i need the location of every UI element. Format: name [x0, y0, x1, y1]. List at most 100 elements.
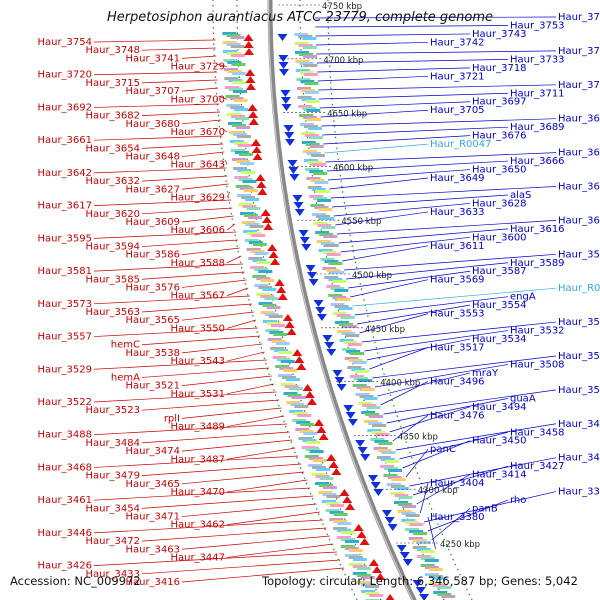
right-gene-label: Haur_3711	[510, 88, 565, 99]
feature-block	[245, 223, 260, 226]
feature-block	[236, 126, 250, 129]
feature-block	[348, 563, 363, 566]
right-label-leader	[359, 313, 429, 334]
reverse-gene-arrow	[263, 223, 274, 230]
feature-block	[302, 150, 317, 153]
reverse-gene-arrow	[375, 573, 386, 580]
feature-block	[416, 541, 431, 544]
feature-block	[295, 69, 310, 72]
feature-block	[236, 160, 250, 163]
right-label-leader	[321, 118, 557, 127]
feature-block	[336, 536, 351, 539]
left-gene-label: Haur_3632	[85, 176, 140, 187]
right-label-leader	[402, 440, 471, 469]
feature-block	[260, 311, 275, 314]
feature-block	[378, 442, 393, 445]
feature-block	[348, 359, 363, 362]
feature-block	[375, 433, 390, 436]
feature-block	[238, 203, 253, 206]
left-label-leader	[93, 455, 299, 468]
left-gene-label: Haur_3454	[85, 503, 140, 514]
forward-gene-arrow	[334, 377, 345, 384]
scale-tick-label: 4700 kbp	[323, 56, 363, 66]
right-gene-label: Haur_3690	[558, 114, 600, 125]
forward-gene-arrow	[381, 510, 392, 517]
left-label-leader	[226, 351, 265, 362]
left-label-leader	[226, 383, 275, 395]
feature-block	[394, 494, 409, 497]
left-label-leader	[93, 39, 216, 43]
right-label-leader	[335, 211, 429, 226]
left-gene-label: Haur_3754	[37, 37, 92, 48]
feature-block	[283, 369, 298, 372]
feature-block	[290, 403, 305, 406]
left-label-leader	[181, 215, 234, 223]
left-gene-label: rplI	[164, 413, 180, 424]
feature-block	[296, 421, 311, 424]
feature-block	[343, 341, 358, 344]
left-label-leader	[226, 255, 242, 264]
left-label-leader	[181, 183, 229, 190]
feature-block	[222, 32, 237, 35]
feature-block	[335, 321, 349, 324]
feature-block	[234, 151, 249, 154]
feature-block	[242, 205, 257, 208]
right-label-leader	[318, 92, 509, 100]
left-gene-label: Haur_3484	[85, 438, 140, 449]
left-label-leader	[181, 247, 240, 256]
feature-block	[348, 556, 363, 559]
right-label-leader	[352, 287, 557, 307]
scale-tick-label: 4500 kbp	[352, 271, 392, 281]
left-label-leader	[226, 415, 285, 427]
feature-block	[275, 342, 290, 345]
forward-gene-arrow	[396, 545, 407, 552]
left-label-leader	[226, 511, 320, 526]
feature-block	[356, 574, 371, 577]
right-label-leader	[416, 474, 471, 505]
feature-block	[233, 142, 248, 145]
feature-block	[242, 180, 257, 183]
feature-block	[319, 477, 334, 480]
scale-tick-label: 4400 kbp	[380, 379, 420, 389]
feature-block	[330, 287, 345, 290]
feature-block	[420, 557, 435, 560]
feature-block	[234, 176, 249, 179]
feature-block	[312, 466, 327, 469]
feature-block	[428, 575, 443, 578]
feature-block	[303, 55, 317, 58]
right-label-leader	[333, 203, 471, 217]
forward-gene-arrow	[277, 34, 288, 41]
left-gene-label: Haur_3609	[125, 217, 180, 228]
right-gene-label: Haur_3414	[472, 470, 527, 481]
feature-block	[235, 117, 250, 120]
left-gene-label: Haur_3531	[170, 389, 225, 400]
left-gene-label: Haur_3446	[37, 528, 92, 539]
feature-block	[295, 428, 310, 431]
left-gene-label: Haur_3474	[125, 446, 180, 457]
forward-gene-arrow	[313, 300, 324, 307]
feature-block	[409, 530, 424, 533]
feature-block	[416, 555, 431, 558]
left-gene-label: Haur_3479	[85, 471, 140, 482]
left-gene-label: Haur_3563	[85, 307, 140, 318]
left-gene-label: Haur_3550	[170, 323, 225, 334]
feature-block	[258, 270, 273, 273]
right-gene-label: Haur_3450	[472, 436, 527, 447]
feature-block	[231, 54, 245, 57]
forward-gene-arrow	[360, 454, 371, 461]
left-gene-label: Haur_3585	[85, 274, 140, 285]
left-label-leader	[93, 551, 337, 566]
left-gene-label: Haur_3588	[170, 258, 225, 269]
reverse-gene-arrow	[302, 384, 313, 391]
left-label-leader	[226, 543, 334, 558]
reverse-gene-arrow	[328, 461, 339, 468]
left-gene-label: Haur_3521	[125, 381, 180, 392]
feature-block	[269, 331, 284, 334]
right-gene-label: Haur_3542	[558, 317, 600, 328]
feature-block	[302, 37, 317, 40]
feature-block	[358, 402, 373, 405]
left-label-leader	[93, 327, 259, 337]
feature-block	[260, 279, 275, 282]
